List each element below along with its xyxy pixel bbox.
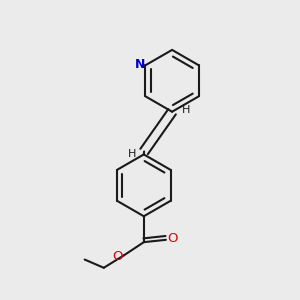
Text: H: H — [182, 105, 190, 115]
Text: N: N — [135, 58, 145, 71]
Text: O: O — [167, 232, 178, 245]
Text: H: H — [128, 149, 136, 159]
Text: O: O — [113, 250, 123, 262]
